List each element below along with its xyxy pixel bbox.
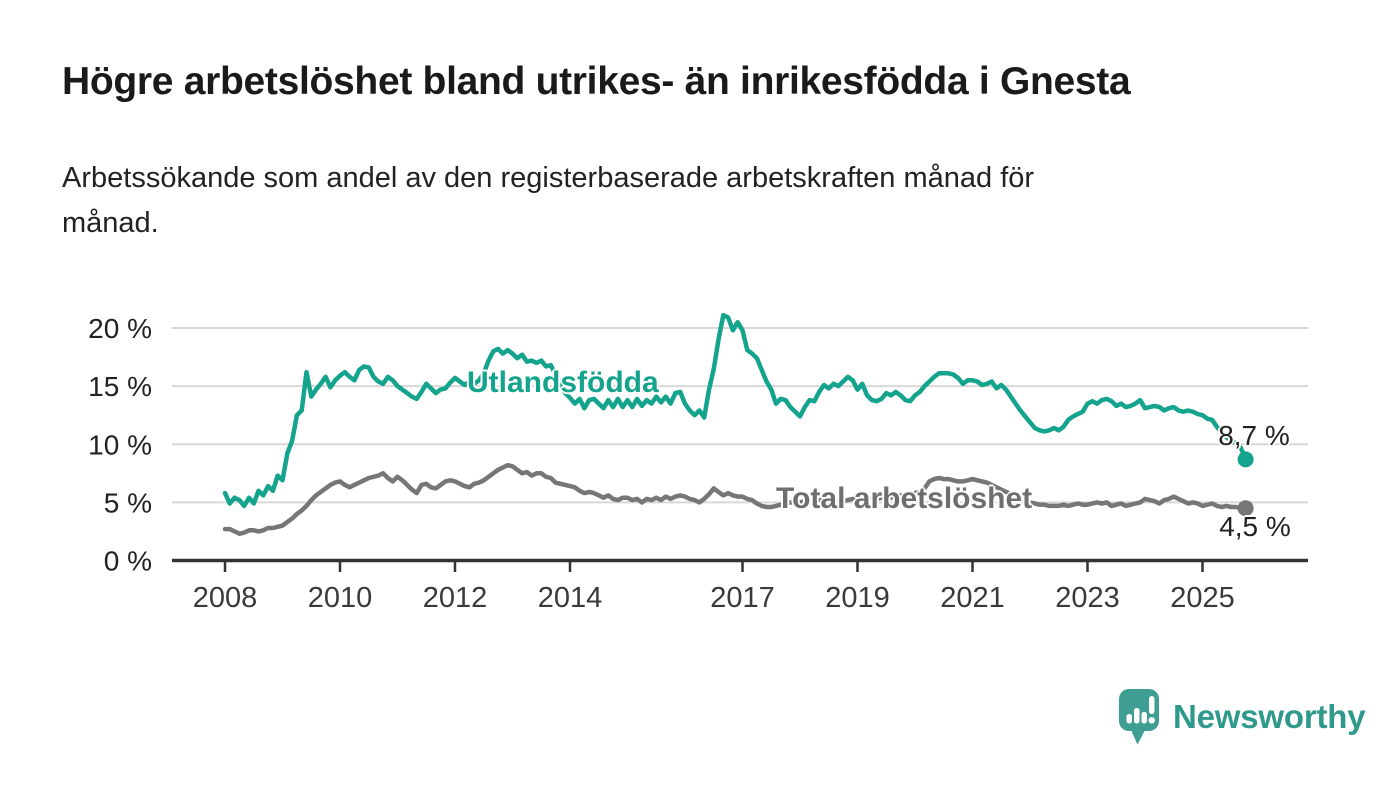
- end-value-label-total: 4,5 %: [1219, 511, 1291, 542]
- logo-exclamation-dot: [1148, 717, 1155, 724]
- newsworthy-logo-text: Newsworthy: [1173, 698, 1366, 735]
- x-axis-tick-label: 2023: [1055, 582, 1120, 614]
- x-axis-tick-label: 2008: [193, 582, 258, 614]
- total-end-dot: [1237, 500, 1254, 517]
- subtitle-line-1: Arbetssökande som andel av den registerb…: [62, 162, 1035, 194]
- total-arbetsloshet-line: [222, 462, 1248, 537]
- x-axis-tick-label: 2014: [538, 582, 603, 614]
- series-label-utlandsfodda: Utlandsfödda: [467, 366, 659, 399]
- newsworthy-logo: Newsworthy: [1117, 687, 1366, 747]
- x-axis-tick-label: 2017: [710, 582, 775, 614]
- y-axis-tick-label: 5 %: [104, 487, 152, 518]
- logo-bar-2: [1134, 708, 1140, 724]
- y-axis-tick-label: 20 %: [88, 313, 152, 344]
- end-value-label-utlandsfodda: 8,7 %: [1218, 420, 1290, 451]
- subtitle-line-2: månad.: [62, 206, 159, 239]
- utlandsfodda-line: [222, 312, 1248, 509]
- page-title: Högre arbetslöshet bland utrikes- än inr…: [62, 60, 1131, 103]
- page-subtitle: Arbetssökande som andel av den registerb…: [62, 156, 1282, 246]
- logo-bar-3: [1141, 712, 1147, 724]
- logo-exclamation-bar: [1149, 696, 1155, 714]
- utlandsfodda-end-dot: [1237, 451, 1254, 468]
- y-axis-tick-label: 15 %: [88, 371, 152, 402]
- newsworthy-logo-icon: [1119, 689, 1159, 745]
- x-axis-tick-label: 2019: [825, 582, 890, 614]
- x-axis-tick-label: 2021: [940, 582, 1005, 614]
- series-label-total-arbetsloshet: Total arbetslöshet: [776, 482, 1033, 515]
- y-axis-tick-label: 0 %: [104, 546, 152, 577]
- y-axis-tick-label: 10 %: [88, 429, 152, 460]
- logo-bar-1: [1126, 714, 1132, 724]
- x-axis-tick-label: 2012: [423, 582, 488, 614]
- x-axis-tick-label: 2010: [308, 582, 373, 614]
- x-axis-tick-label: 2025: [1170, 582, 1235, 614]
